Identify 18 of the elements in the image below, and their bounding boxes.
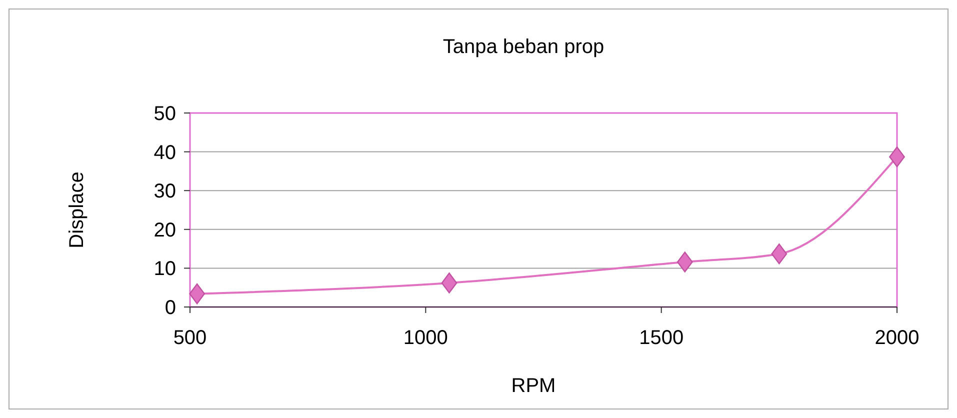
- chart-title: Tanpa beban prop: [442, 36, 604, 58]
- y-tick-label: 10: [154, 258, 176, 280]
- y-tick-label: 0: [164, 297, 176, 319]
- point: [441, 272, 458, 294]
- x-tick-label: 2000: [874, 327, 920, 349]
- y-tick-label: 50: [154, 103, 176, 125]
- x-tick-label: 1500: [639, 327, 684, 349]
- x-axis-title: RPM: [511, 375, 556, 397]
- point: [771, 244, 788, 264]
- point: [889, 146, 905, 168]
- y-axis-title: Displace: [66, 172, 88, 248]
- y-tick-label: 40: [154, 142, 176, 164]
- y-tick-label: 20: [154, 219, 176, 242]
- point: [189, 283, 205, 304]
- x-tick-label: 500: [173, 327, 207, 349]
- x-tick-label: 1000: [403, 327, 448, 349]
- y-tick-label: 30: [154, 180, 176, 203]
- point: [677, 252, 693, 272]
